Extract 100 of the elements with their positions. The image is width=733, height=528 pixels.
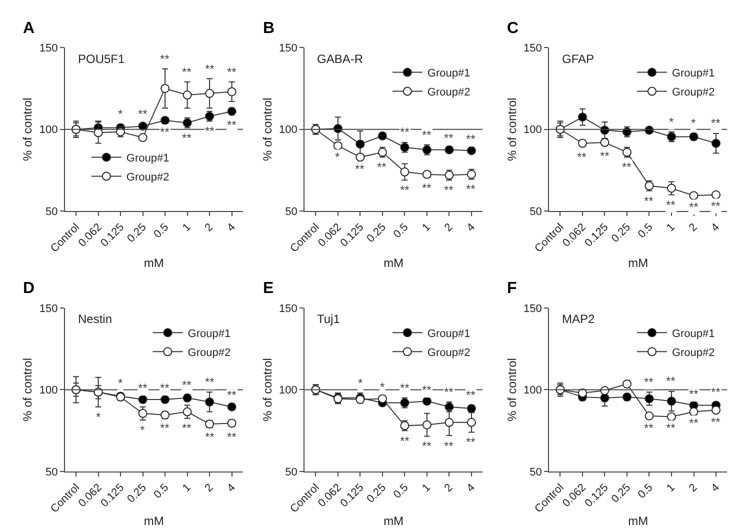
chart-title: A bbox=[23, 20, 35, 37]
annotation: ** bbox=[205, 124, 215, 138]
y-tick-label: 150 bbox=[524, 302, 542, 315]
x-tick-label: 2 bbox=[202, 482, 216, 495]
legend-label: Group#2 bbox=[672, 86, 715, 99]
legend-label: Group#2 bbox=[672, 346, 715, 359]
x-tick-label: 4 bbox=[709, 221, 722, 234]
annotation: ** bbox=[644, 194, 654, 208]
y-tick-label: 150 bbox=[39, 302, 58, 315]
annotation: ** bbox=[205, 375, 215, 389]
annotation: ** bbox=[160, 125, 170, 139]
annotation: ** bbox=[466, 435, 476, 449]
annotation: ** bbox=[711, 415, 721, 429]
annotation: ** bbox=[666, 374, 676, 388]
x-tick-label: 2 bbox=[686, 482, 700, 495]
annotation: ** bbox=[227, 388, 237, 402]
annotation: * bbox=[691, 116, 696, 130]
annotation: MAP2 bbox=[562, 312, 596, 326]
y-tick-label: 150 bbox=[39, 42, 58, 54]
annotation: ** bbox=[666, 421, 676, 435]
y-tick-label: 100 bbox=[524, 124, 542, 136]
y-axis-title: % of control bbox=[20, 358, 35, 422]
chart-title: D bbox=[23, 280, 35, 297]
legend-label: Group#1 bbox=[427, 328, 470, 340]
annotation: ** bbox=[422, 181, 432, 195]
y-axis-title: % of control bbox=[504, 98, 519, 162]
x-tick-label: 0.25 bbox=[364, 221, 388, 245]
x-tick-label: 1 bbox=[420, 221, 433, 234]
x-tick-label: 1 bbox=[420, 482, 433, 495]
legend-label: Group#1 bbox=[126, 152, 170, 164]
x-tick-label: 0.25 bbox=[125, 221, 149, 245]
x-tick-label: 0.5 bbox=[636, 482, 656, 502]
x-tick-label: 1 bbox=[180, 482, 194, 495]
annotation: ** bbox=[444, 439, 454, 453]
x-tick-label: 4 bbox=[709, 482, 722, 495]
annotation: ** bbox=[138, 107, 148, 121]
x-tick-label: 4 bbox=[225, 221, 238, 234]
x-tick-label: 0.25 bbox=[364, 482, 388, 506]
y-tick-label: 150 bbox=[524, 42, 542, 54]
annotation: ** bbox=[577, 150, 587, 164]
chart-title: F bbox=[507, 280, 517, 297]
annotation: ** bbox=[400, 183, 410, 197]
x-axis-title: mM bbox=[384, 256, 404, 270]
annotation: Nestin bbox=[78, 312, 112, 326]
annotation: ** bbox=[400, 381, 410, 395]
legend-label: Group#1 bbox=[427, 68, 470, 80]
annotation: ** bbox=[711, 385, 721, 399]
annotation: ** bbox=[422, 128, 432, 142]
x-axis-title: mM bbox=[384, 514, 404, 528]
x-axis-title: mM bbox=[628, 514, 648, 528]
annotation: ** bbox=[400, 125, 410, 139]
annotation: ** bbox=[205, 62, 215, 76]
annotation: ** bbox=[227, 118, 237, 132]
annotation: ** bbox=[689, 416, 699, 430]
y-tick-label: 100 bbox=[524, 384, 542, 397]
annotation: ** bbox=[689, 387, 699, 401]
annotation: * bbox=[380, 380, 385, 394]
x-tick-label: 1 bbox=[664, 482, 678, 495]
x-tick-label: 2 bbox=[442, 221, 456, 234]
annotation: ** bbox=[182, 65, 192, 79]
x-tick-label: 0.5 bbox=[391, 221, 411, 241]
legend-label: Group#2 bbox=[126, 171, 170, 184]
legend-label: Group#1 bbox=[188, 328, 231, 340]
x-tick-label: 0.25 bbox=[125, 482, 149, 506]
x-tick-label: 0.5 bbox=[152, 221, 172, 241]
annotation: ** bbox=[182, 131, 192, 145]
chart-title: E bbox=[263, 280, 274, 297]
legend-label: Group#2 bbox=[188, 346, 231, 359]
y-axis-title: % of control bbox=[20, 98, 35, 162]
x-tick-label: 4 bbox=[464, 221, 478, 234]
x-tick-label: 2 bbox=[202, 221, 216, 234]
annotation: ** bbox=[422, 383, 432, 397]
x-tick-label: 2 bbox=[442, 482, 456, 495]
annotation: ** bbox=[355, 162, 365, 176]
x-tick-label: 0.5 bbox=[152, 482, 172, 502]
annotation: ** bbox=[689, 200, 699, 214]
y-tick-label: 100 bbox=[39, 124, 58, 136]
legend-label: Group#1 bbox=[672, 328, 715, 340]
legend-label: Group#1 bbox=[672, 68, 715, 80]
annotation: ** bbox=[377, 160, 387, 174]
y-tick-label: 50 bbox=[530, 466, 542, 478]
annotation: ** bbox=[444, 183, 454, 197]
annotation: ** bbox=[422, 439, 432, 453]
annotation: POU5F1 bbox=[78, 52, 126, 66]
y-tick-label: 150 bbox=[279, 42, 298, 54]
annotation: * bbox=[335, 150, 340, 164]
annotation: ** bbox=[138, 381, 148, 395]
x-axis-title: mM bbox=[628, 256, 648, 270]
annotation: ** bbox=[466, 388, 476, 402]
annotation: ** bbox=[182, 378, 192, 392]
legend-label: Group#2 bbox=[427, 346, 470, 359]
y-tick-label: 50 bbox=[285, 206, 298, 218]
annotation: ** bbox=[227, 430, 237, 444]
y-tick-label: 150 bbox=[279, 302, 298, 315]
annotation: ** bbox=[711, 199, 721, 213]
annotation: * bbox=[96, 410, 101, 424]
y-axis-title: % of control bbox=[260, 358, 274, 422]
annotation: ** bbox=[400, 434, 410, 448]
annotation: ** bbox=[666, 198, 676, 212]
annotation: ** bbox=[622, 160, 632, 174]
